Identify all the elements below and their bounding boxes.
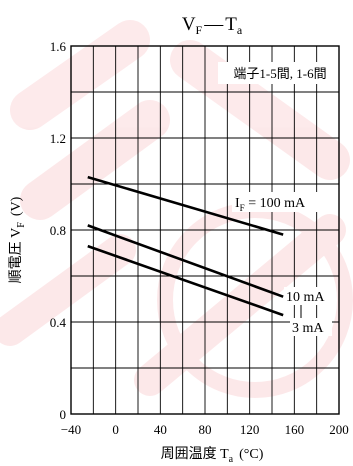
title-var-sub: a [237,23,243,37]
series-label-bg [284,287,332,305]
x-tick-label: 200 [329,422,349,437]
series-line-3-ma [87,244,284,317]
watermark-stroke [10,20,350,220]
x-axis-label-text: 周囲温度 T [161,446,229,462]
watermark-stroke [0,214,346,396]
x-tick-label: 120 [240,422,260,437]
note-bg [218,62,336,84]
series-label-100ma: IF = 100 mA [235,196,306,213]
series-label-10ma: 10 mA [286,290,325,305]
x-axis-label-sub: a [229,454,234,465]
title-main: V [182,14,196,35]
grid [71,46,339,414]
x-tick-label: 40 [154,422,167,437]
x-tick-label: −40 [61,422,81,437]
x-tick-label: 0 [112,422,119,437]
y-tick-label: 0.4 [50,315,67,330]
series-label-bg [232,192,322,212]
y-tick-label: 1.6 [50,39,67,54]
y-axis-label-sub: F [16,222,27,228]
series-line-i-f-100-ma [87,175,284,236]
x-axis-label-unit: (°C) [239,447,264,462]
y-tick-label: 0.8 [50,223,66,238]
chart-title: VF — Ta [182,14,243,37]
title-var: T [225,14,237,35]
y-axis-label-unit: (V) [9,196,24,216]
x-tick-label: 160 [285,422,305,437]
y-tick-label: 1.2 [50,131,66,146]
y-axis-label-text: 順電圧 V [8,228,24,284]
title-main-sub: F [196,23,203,37]
watermark [0,20,353,398]
series-line-10-ma [87,224,284,298]
series-label-bg [290,318,332,336]
y-tick-label: 0 [60,407,67,422]
terminal-note: 端子1-5間, 1-6間 [233,66,326,81]
y-axis-label: 順電圧 VF (V) [8,196,27,283]
x-tick-label: 80 [199,422,212,437]
x-axis-label: 周囲温度 Ta (°C) [161,446,264,465]
series-label-3ma: 3 mA [292,321,324,336]
series-layer: IF = 100 mA 10 mA 3 mA [87,175,332,336]
plot-frame [70,45,340,415]
title-dash: — [203,14,224,35]
